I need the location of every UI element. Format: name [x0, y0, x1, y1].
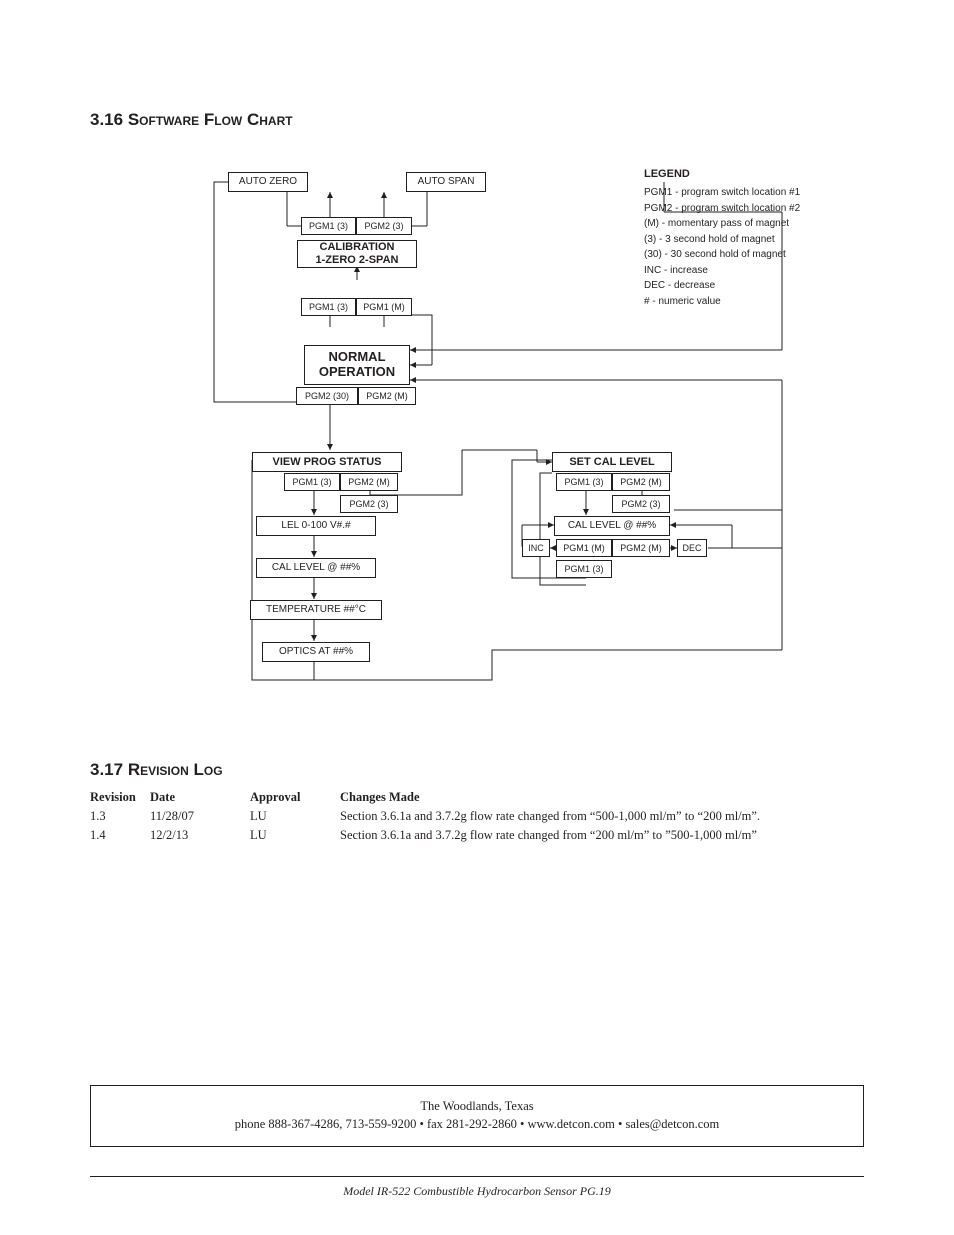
label: LEL 0-100 V#.#	[281, 520, 350, 532]
label: 1-ZERO 2-SPAN	[316, 254, 399, 267]
label: CALIBRATION	[320, 241, 395, 254]
cell-inc: INC	[522, 539, 550, 557]
label: SET CAL LEVEL	[569, 456, 654, 469]
label: DEC	[682, 543, 701, 553]
cell-pgm2-30: PGM2 (30)	[296, 387, 358, 405]
cell-pgm2-m-b: PGM2 (M)	[340, 473, 398, 491]
col-date: Date	[150, 788, 250, 807]
revision-log-table: Revision Date Approval Changes Made 1.3 …	[90, 788, 864, 845]
cell-rev: 1.4	[90, 826, 150, 845]
table-header-row: Revision Date Approval Changes Made	[90, 788, 864, 807]
node-calibration: CALIBRATION 1-ZERO 2-SPAN	[297, 240, 417, 268]
node-set-cal-level: SET CAL LEVEL	[552, 452, 672, 472]
legend-block: LEGEND PGM1 - program switch location #1…	[644, 166, 800, 309]
label: PGM1 (3)	[292, 477, 331, 487]
cell-pgm1-3-b: PGM1 (3)	[301, 298, 356, 316]
node-lel: LEL 0-100 V#.#	[256, 516, 376, 536]
cell-pgm1-3-c: PGM1 (3)	[284, 473, 340, 491]
software-flow-chart: AUTO ZERO AUTO SPAN PGM1 (3) PGM2 (3) CA…	[92, 170, 862, 710]
node-normal-operation: NORMAL OPERATION	[304, 345, 410, 385]
table-row: 1.3 11/28/07 LU Section 3.6.1a and 3.7.2…	[90, 807, 864, 826]
legend-item: PGM1 - program switch location #1	[644, 185, 800, 201]
label: NORMAL	[328, 350, 385, 365]
label: CAL LEVEL @ ##%	[272, 562, 360, 574]
footer-line-2: phone 888-367-4286, 713-559-9200 • fax 2…	[101, 1115, 853, 1133]
label: AUTO SPAN	[418, 176, 475, 188]
legend-item: DEC - decrease	[644, 278, 800, 294]
node-temperature: TEMPERATURE ##°C	[250, 600, 382, 620]
cell-pgm1-m-b: PGM1 (M)	[556, 539, 612, 557]
label: PGM2 (30)	[305, 391, 349, 401]
label: AUTO ZERO	[239, 176, 297, 188]
label: PGM2 (3)	[621, 499, 660, 509]
cell-date: 11/28/07	[150, 807, 250, 826]
cell-approval: LU	[250, 807, 340, 826]
legend-item: PGM2 - program switch location #2	[644, 201, 800, 217]
legend-item: (3) - 3 second hold of magnet	[644, 232, 800, 248]
section-3-17-heading: 3.17 Revision Log	[90, 760, 864, 780]
section-3-16-heading: 3.16 Software Flow Chart	[90, 110, 864, 130]
legend-item: # - numeric value	[644, 294, 800, 310]
node-auto-span: AUTO SPAN	[406, 172, 486, 192]
cell-pgm1-3-e: PGM1 (3)	[556, 560, 612, 578]
col-approval: Approval	[250, 788, 340, 807]
label: PGM1 (3)	[309, 221, 348, 231]
cell-pgm2-3-c: PGM2 (3)	[612, 495, 670, 513]
col-revision: Revision	[90, 788, 150, 807]
label: PGM1 (3)	[564, 477, 603, 487]
legend-title: LEGEND	[644, 166, 800, 183]
cell-changes: Section 3.6.1a and 3.7.2g flow rate chan…	[340, 807, 864, 826]
cell-date: 12/2/13	[150, 826, 250, 845]
cell-changes: Section 3.6.1a and 3.7.2g flow rate chan…	[340, 826, 864, 845]
label: CAL LEVEL @ ##%	[568, 520, 656, 532]
page-footer-text: Model IR-522 Combustible Hydrocarbon Sen…	[0, 1184, 954, 1199]
label: PGM1 (M)	[363, 302, 405, 312]
label: OPERATION	[319, 365, 395, 380]
heading-text: Software Flow Chart	[128, 110, 293, 129]
cell-pgm1-3-d: PGM1 (3)	[556, 473, 612, 491]
cell-approval: LU	[250, 826, 340, 845]
legend-item: INC - increase	[644, 263, 800, 279]
label: OPTICS AT ##%	[279, 646, 353, 658]
label: PGM2 (M)	[620, 477, 662, 487]
cell-pgm2-m-a: PGM2 (M)	[358, 387, 416, 405]
node-cal-level-b: CAL LEVEL @ ##%	[554, 516, 670, 536]
cell-pgm2-m-d: PGM2 (M)	[612, 539, 670, 557]
node-auto-zero: AUTO ZERO	[228, 172, 308, 192]
legend-item: (30) - 30 second hold of magnet	[644, 247, 800, 263]
label: INC	[528, 543, 544, 553]
node-view-prog-status: VIEW PROG STATUS	[252, 452, 402, 472]
cell-dec: DEC	[677, 539, 707, 557]
label: TEMPERATURE ##°C	[266, 604, 366, 616]
label: PGM2 (M)	[366, 391, 408, 401]
page-divider	[90, 1176, 864, 1177]
cell-pgm1-3-a: PGM1 (3)	[301, 217, 356, 235]
label: VIEW PROG STATUS	[273, 456, 382, 469]
cell-pgm2-3-b: PGM2 (3)	[340, 495, 398, 513]
cell-pgm1-m-a: PGM1 (M)	[356, 298, 412, 316]
legend-item: (M) - momentary pass of magnet	[644, 216, 800, 232]
label: PGM2 (M)	[620, 543, 662, 553]
cell-pgm2-3-a: PGM2 (3)	[356, 217, 412, 235]
table-row: 1.4 12/2/13 LU Section 3.6.1a and 3.7.2g…	[90, 826, 864, 845]
cell-pgm2-m-c: PGM2 (M)	[612, 473, 670, 491]
footer-line-1: The Woodlands, Texas	[101, 1097, 853, 1115]
label: PGM1 (M)	[563, 543, 605, 553]
label: PGM1 (3)	[564, 564, 603, 574]
node-cal-level-a: CAL LEVEL @ ##%	[256, 558, 376, 578]
label: PGM2 (3)	[364, 221, 403, 231]
cell-rev: 1.3	[90, 807, 150, 826]
col-changes: Changes Made	[340, 788, 864, 807]
heading-number: 3.16	[90, 110, 128, 129]
contact-footer-box: The Woodlands, Texas phone 888-367-4286,…	[90, 1085, 864, 1147]
label: PGM2 (3)	[349, 499, 388, 509]
label: PGM1 (3)	[309, 302, 348, 312]
heading-text: Revision Log	[128, 760, 223, 779]
heading-number: 3.17	[90, 760, 128, 779]
label: PGM2 (M)	[348, 477, 390, 487]
node-optics: OPTICS AT ##%	[262, 642, 370, 662]
